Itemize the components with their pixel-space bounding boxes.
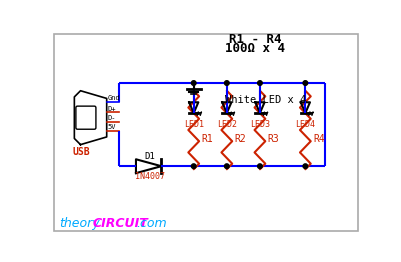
Text: 1N4007: 1N4007 [134, 172, 164, 182]
Text: USB: USB [73, 147, 90, 157]
Text: 100Ω x 4: 100Ω x 4 [225, 42, 285, 55]
Circle shape [302, 81, 307, 85]
Text: R1: R1 [201, 134, 213, 144]
Text: LED2: LED2 [216, 120, 236, 129]
Circle shape [257, 164, 261, 168]
Text: R1 - R4: R1 - R4 [229, 34, 281, 46]
Text: theory: theory [59, 217, 99, 231]
Circle shape [224, 164, 229, 168]
Text: R2: R2 [234, 134, 246, 144]
Text: Gnd: Gnd [107, 95, 120, 101]
Text: LED4: LED4 [295, 120, 314, 129]
Text: D1: D1 [144, 152, 155, 161]
Text: R4: R4 [312, 134, 324, 144]
Text: 5V: 5V [107, 124, 115, 130]
Text: CIRCUIT: CIRCUIT [92, 217, 148, 231]
Text: D-: D- [107, 115, 115, 121]
Text: D+: D+ [107, 106, 115, 112]
Text: LED1: LED1 [183, 120, 203, 129]
Text: LED3: LED3 [249, 120, 269, 129]
Text: .com: .com [136, 217, 166, 231]
Text: White LED x 4: White LED x 4 [224, 95, 305, 105]
Circle shape [191, 81, 196, 85]
Circle shape [302, 164, 307, 168]
Circle shape [257, 81, 261, 85]
Circle shape [191, 164, 196, 168]
Text: R3: R3 [267, 134, 279, 144]
Circle shape [224, 81, 229, 85]
